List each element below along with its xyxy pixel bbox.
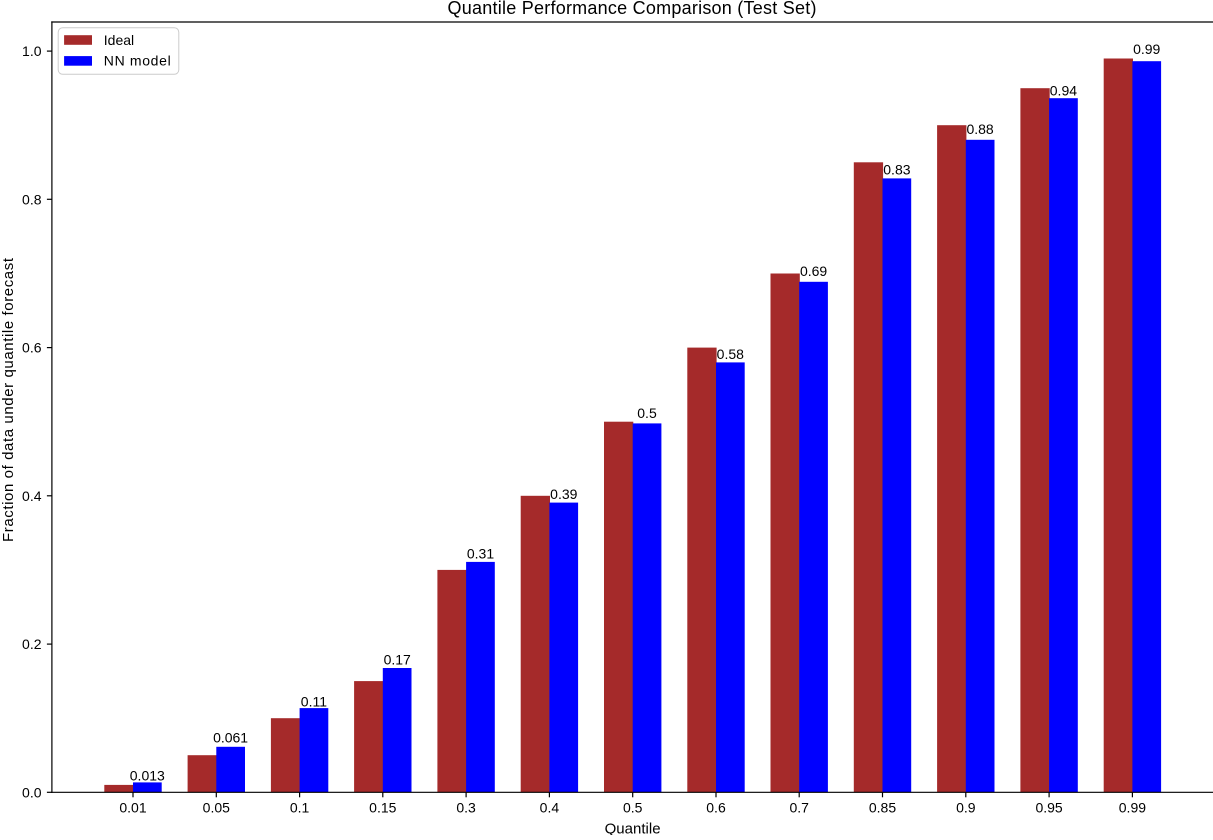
svg-text:0.0: 0.0 xyxy=(22,784,42,800)
svg-text:0.31: 0.31 xyxy=(467,545,494,561)
svg-text:0.4: 0.4 xyxy=(540,800,560,816)
svg-text:1.0: 1.0 xyxy=(22,43,42,59)
svg-text:0.94: 0.94 xyxy=(1050,82,1077,98)
svg-text:0.11: 0.11 xyxy=(301,694,327,710)
svg-text:0.17: 0.17 xyxy=(384,652,411,668)
svg-text:0.58: 0.58 xyxy=(717,346,744,362)
svg-text:0.9: 0.9 xyxy=(956,800,976,816)
svg-text:0.6: 0.6 xyxy=(22,340,42,356)
svg-text:0.99: 0.99 xyxy=(1133,41,1160,57)
svg-text:0.3: 0.3 xyxy=(456,800,476,816)
svg-text:0.7: 0.7 xyxy=(789,800,809,816)
svg-text:0.01: 0.01 xyxy=(119,800,146,816)
svg-text:0.95: 0.95 xyxy=(1035,800,1062,816)
svg-text:Fraction of data under quantil: Fraction of data under quantile forecast xyxy=(0,257,17,542)
svg-text:0.69: 0.69 xyxy=(800,263,827,279)
svg-text:0.15: 0.15 xyxy=(369,800,396,816)
svg-text:0.1: 0.1 xyxy=(290,800,310,816)
svg-text:Quantile: Quantile xyxy=(605,821,661,835)
svg-text:0.88: 0.88 xyxy=(966,121,993,137)
svg-text:0.39: 0.39 xyxy=(550,486,577,502)
svg-text:0.2: 0.2 xyxy=(22,636,42,652)
svg-text:Quantile Performance Compariso: Quantile Performance Comparison (Test Se… xyxy=(448,0,817,18)
svg-text:NN model: NN model xyxy=(104,53,171,69)
svg-text:Ideal: Ideal xyxy=(104,32,134,48)
svg-text:0.5: 0.5 xyxy=(637,405,657,421)
svg-text:0.85: 0.85 xyxy=(869,800,896,816)
svg-text:0.99: 0.99 xyxy=(1119,800,1146,816)
svg-text:0.05: 0.05 xyxy=(203,800,230,816)
svg-text:0.5: 0.5 xyxy=(623,800,643,816)
svg-text:0.4: 0.4 xyxy=(22,488,42,504)
svg-text:0.6: 0.6 xyxy=(706,800,726,816)
svg-text:0.013: 0.013 xyxy=(130,767,165,783)
svg-text:0.061: 0.061 xyxy=(213,730,248,746)
svg-text:0.8: 0.8 xyxy=(22,191,42,207)
svg-text:0.83: 0.83 xyxy=(883,162,910,178)
